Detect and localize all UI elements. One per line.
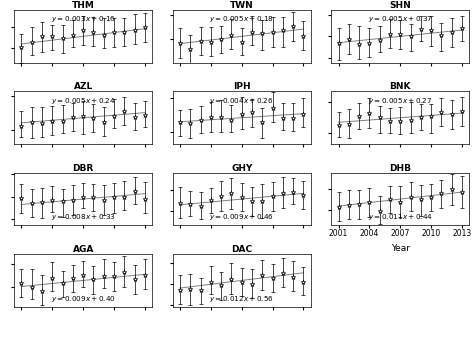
- Text: $y = 0.008x + 0.33$: $y = 0.008x + 0.33$: [51, 212, 116, 222]
- Text: $y = 0.005x + 0.18$: $y = 0.005x + 0.18$: [209, 14, 274, 24]
- Text: Year: Year: [391, 244, 410, 253]
- Title: AGA: AGA: [73, 245, 94, 254]
- Text: $y = 0.004x + 0.26$: $y = 0.004x + 0.26$: [210, 96, 274, 106]
- Title: DAC: DAC: [231, 245, 252, 254]
- Text: $y = 0.005x + 0.27$: $y = 0.005x + 0.27$: [368, 96, 433, 106]
- Title: DBR: DBR: [73, 164, 94, 173]
- Title: SHN: SHN: [390, 1, 411, 10]
- Title: THM: THM: [72, 1, 95, 10]
- Text: $y = 0.012x + 0.56$: $y = 0.012x + 0.56$: [209, 294, 274, 304]
- Text: $y = 0.009x + 0.40$: $y = 0.009x + 0.40$: [51, 294, 116, 304]
- Title: BNK: BNK: [390, 82, 411, 91]
- Title: GHY: GHY: [231, 164, 253, 173]
- Text: $y = 0.005x + 0.37$: $y = 0.005x + 0.37$: [368, 14, 433, 24]
- Title: DHB: DHB: [389, 164, 411, 173]
- Text: $y = 0.009x + 0.46$: $y = 0.009x + 0.46$: [209, 212, 274, 222]
- Text: $y = 0.011x + 0.44$: $y = 0.011x + 0.44$: [368, 212, 433, 222]
- Text: $y = 0.003x + 0.16$: $y = 0.003x + 0.16$: [51, 14, 116, 24]
- Title: IPH: IPH: [233, 82, 251, 91]
- Title: TWN: TWN: [230, 1, 254, 10]
- Text: $y = 0.005x + 0.24$: $y = 0.005x + 0.24$: [51, 96, 116, 106]
- Title: AZL: AZL: [73, 82, 93, 91]
